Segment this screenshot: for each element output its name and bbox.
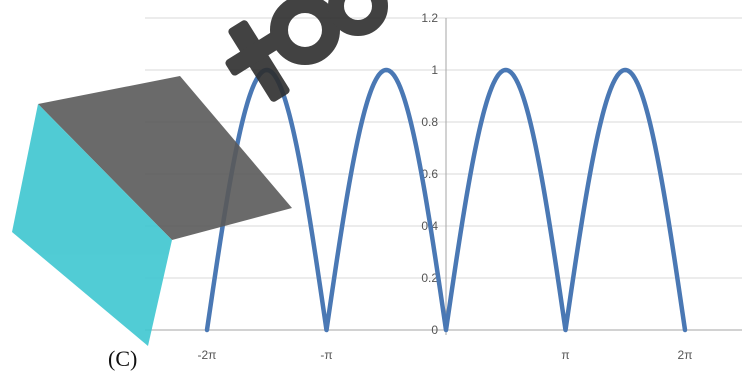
y-tick-label-6: 1.2: [421, 11, 438, 25]
watermark-logo: [12, 0, 388, 346]
y-tick-label-1: 0.2: [421, 271, 438, 285]
x-tick-label-1: -π: [320, 348, 332, 362]
y-tick-label-3: 0.6: [421, 167, 438, 181]
x-tick-label-3: 2π: [678, 348, 693, 362]
figure-caption: (C): [108, 346, 138, 371]
series-line: [204, 67, 688, 333]
x-tick-labels: -2π -π π 2π: [198, 348, 693, 362]
y-tick-label-0: 0: [431, 323, 438, 337]
y-tick-labels: 00.20.40.60.811.2: [421, 11, 438, 337]
x-tick-label-2: π: [561, 348, 569, 362]
x-tick-label-0: -2π: [198, 348, 217, 362]
y-tick-label-4: 0.8: [421, 115, 438, 129]
y-tick-label-5: 1: [431, 63, 438, 77]
